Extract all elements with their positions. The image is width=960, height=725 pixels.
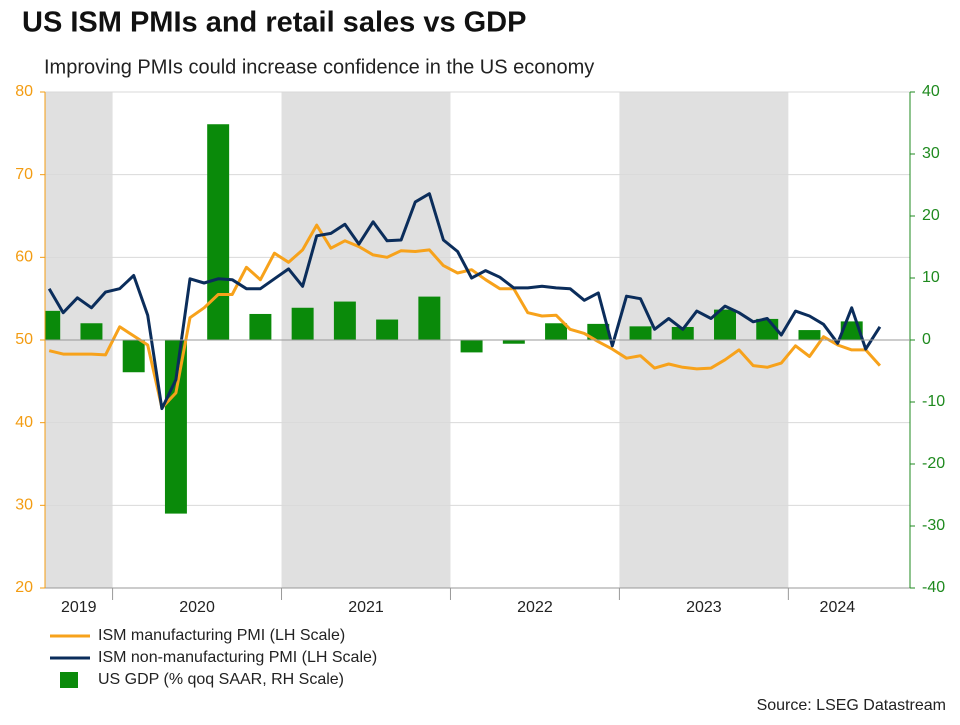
x-tick-label: 2020 (179, 599, 215, 616)
y2-tick-label: 20 (922, 207, 940, 224)
y2-tick-label: 40 (922, 83, 940, 100)
bar (671, 326, 694, 340)
x-tick-label: 2022 (517, 599, 553, 616)
y-tick-label: 80 (15, 83, 33, 100)
bar (122, 340, 145, 373)
y2-tick-label: 30 (922, 145, 940, 162)
bar (164, 340, 187, 514)
y-tick-label: 60 (15, 249, 33, 266)
y2-tick-label: -10 (922, 393, 945, 410)
bar (418, 296, 441, 340)
y-tick-label: 30 (15, 497, 33, 514)
legend-label: ISM non-manufacturing PMI (LH Scale) (98, 649, 377, 666)
bar (291, 307, 314, 340)
x-tick-label: 2023 (686, 599, 722, 616)
bar (249, 313, 272, 340)
bar (460, 340, 483, 353)
y2-tick-label: 10 (922, 269, 940, 286)
y-tick-label: 50 (15, 331, 33, 348)
x-tick-label: 2019 (61, 599, 97, 616)
y2-tick-label: 0 (922, 331, 931, 348)
legend-label: US GDP (% qoq SAAR, RH Scale) (98, 671, 344, 688)
source: Source: LSEG Datastream (757, 697, 946, 714)
bar (545, 323, 568, 340)
y-tick-label: 70 (15, 166, 33, 183)
line (48, 223, 882, 410)
bar (207, 124, 230, 341)
bar (502, 340, 525, 344)
chart-subtitle: Improving PMIs could increase confidence… (44, 56, 594, 78)
legend-swatch (60, 672, 78, 688)
chart-title: US ISM PMIs and retail sales vs GDP (22, 7, 526, 39)
legend-label: ISM manufacturing PMI (LH Scale) (98, 627, 345, 644)
bar (587, 323, 610, 340)
bar (629, 326, 652, 340)
bar (376, 319, 399, 340)
y-tick-label: 40 (15, 414, 33, 431)
x-tick-label: 2024 (820, 599, 856, 616)
y2-tick-label: -30 (922, 517, 945, 534)
y2-tick-label: -40 (922, 579, 945, 596)
x-tick-label: 2021 (348, 599, 384, 616)
line (47, 192, 882, 411)
y2-tick-label: -20 (922, 455, 945, 472)
bar (45, 310, 61, 340)
bar (80, 323, 103, 340)
bar (714, 309, 736, 340)
bar (333, 301, 356, 340)
y-tick-label: 20 (15, 579, 33, 596)
bar (798, 330, 821, 340)
